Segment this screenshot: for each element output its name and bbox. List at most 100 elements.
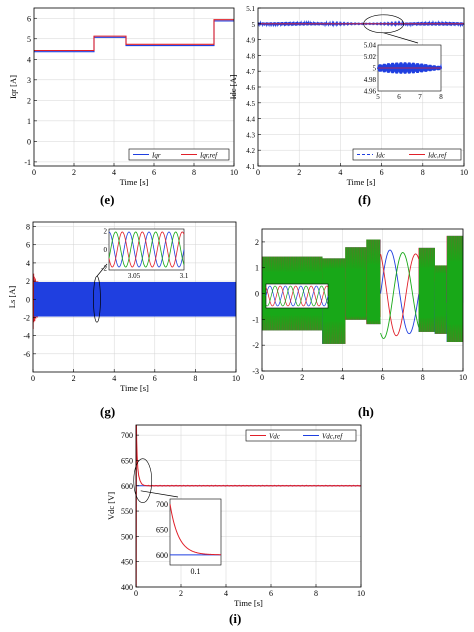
- inset-y-tick-label: 600: [156, 551, 168, 560]
- x-tick-label: 4: [112, 168, 116, 177]
- legend: Vdc Vdc,ref: [245, 429, 357, 442]
- legend-entry: Idc: [375, 152, 386, 160]
- y-tick-label: 650: [121, 456, 133, 465]
- inset-y-tick-label: 5: [373, 65, 377, 73]
- y-tick-label: -2: [252, 341, 259, 350]
- y-tick-label: 4.5: [246, 100, 255, 108]
- y-tick-label: 600: [121, 482, 133, 491]
- y-tick-label: 4.2: [246, 147, 255, 155]
- x-tick-label: 2: [300, 373, 304, 382]
- y-tick-label: 1: [27, 117, 31, 126]
- y-tick-label: 4: [26, 259, 30, 268]
- panel-label-i: (i): [229, 611, 242, 626]
- x-tick-label: 2: [179, 589, 183, 598]
- x-tick-label: 6: [380, 168, 384, 177]
- inset-x-tick-label: 8: [439, 93, 443, 101]
- inset: [265, 283, 329, 309]
- y-axis-label: Idc [A]: [228, 74, 238, 99]
- y-tick-label: 4.1: [246, 163, 255, 171]
- x-tick-label: 2: [297, 168, 301, 177]
- inset-x-tick-label: 5: [376, 93, 380, 101]
- y-tick-label: 2: [27, 96, 31, 105]
- y-tick-label: 1: [255, 264, 259, 273]
- x-tick-label: 2: [72, 168, 76, 177]
- y-tick-label: 550: [121, 507, 133, 516]
- axes-frame: [32, 221, 237, 373]
- inset-x-tick-label: 3.1: [180, 272, 189, 280]
- phase-line: [380, 249, 420, 335]
- inset-line: [169, 503, 222, 556]
- y-tick-label: -6: [23, 350, 30, 359]
- axes-h: 0 2 4 6 8 10 -3 -2 -1 0 1 2: [252, 228, 467, 382]
- panel-label-e: (e): [100, 192, 115, 207]
- inset-y-tick-label: 4.98: [364, 76, 377, 84]
- zoom-arrow: [96, 263, 108, 277]
- legend: Idc Idc,ref: [352, 148, 462, 161]
- inset-frame: [169, 498, 222, 566]
- phase-line: [446, 235, 464, 343]
- y-tick-label: 6: [27, 14, 31, 23]
- x-tick-label: 8: [192, 168, 196, 177]
- current-envelope: [34, 282, 236, 317]
- x-tick-label: 4: [224, 589, 228, 598]
- legend-entry: Vdc: [269, 433, 281, 441]
- x-tick-label: 6: [269, 589, 273, 598]
- x-tick-label: 10: [230, 168, 238, 177]
- x-axis-label: Time [s]: [234, 598, 263, 608]
- phase-line: [366, 239, 381, 325]
- x-tick-label: 2: [72, 374, 76, 383]
- y-tick-label: 4.7: [246, 68, 255, 76]
- y-tick-label: 400: [121, 583, 133, 592]
- axes-frame: [261, 228, 464, 372]
- y-tick-label: 2: [255, 238, 259, 247]
- y-tick-label: 4.8: [246, 52, 255, 60]
- x-tick-label: 0: [134, 589, 138, 598]
- legend-entry: Iqr,ref: [199, 152, 218, 160]
- phase-line: [322, 258, 346, 344]
- y-tick-label: 5: [252, 21, 256, 29]
- phase-line: [345, 247, 367, 320]
- inset-y-tick-label: 5.04: [364, 42, 377, 50]
- x-tick-label: 6: [153, 374, 157, 383]
- axes-frame: [135, 424, 362, 588]
- panel-label-f: (f): [358, 192, 371, 207]
- axes-f: 5 6 7 8 4.96 4.98 5 5.02 5.04 Idc Idc,ref 0 2 4 6 8 10 4.…: [228, 5, 468, 187]
- x-tick-label: 0: [256, 168, 260, 177]
- y-tick-label: 4: [27, 55, 31, 64]
- series-line: [147, 484, 362, 487]
- y-tick-label: 5: [27, 35, 31, 44]
- inset-phase-line: [108, 231, 185, 268]
- x-tick-label: 8: [421, 373, 425, 382]
- y-axis-label: Iqr [A]: [8, 75, 18, 99]
- x-tick-label: 6: [152, 168, 156, 177]
- inset: 0.1 600 650 700: [156, 498, 222, 576]
- y-tick-label: -1: [24, 158, 31, 167]
- y-tick-label: -4: [23, 332, 30, 341]
- x-tick-label: 0: [31, 374, 35, 383]
- panel-label-h: (h): [358, 404, 374, 419]
- y-tick-label: 0: [26, 295, 30, 304]
- y-tick-label: 500: [121, 532, 133, 541]
- legend: Iqr Iqr,ref: [128, 148, 230, 161]
- y-tick-label: 700: [121, 431, 133, 440]
- y-axis-label: Vdc [V]: [106, 492, 116, 520]
- inset-x-tick-label: 3.05: [128, 272, 141, 280]
- y-tick-label: 6: [26, 241, 30, 250]
- inset-phase-line: [108, 231, 185, 268]
- inset-x-tick-label: 7: [418, 93, 422, 101]
- y-tick-label: -3: [252, 367, 259, 376]
- y-tick-label: 5.1: [246, 5, 255, 13]
- axes-i: 0.1 600 650 700 Vdc Vdc,ref 0 2 4 6 8 10 400 450 500 55…: [106, 424, 365, 608]
- x-tick-label: 8: [193, 374, 197, 383]
- phase-line: [434, 265, 448, 334]
- zoom-arrow: [140, 490, 179, 498]
- inset: 5 6 7 8 4.96 4.98 5 5.02 5.04: [364, 42, 444, 102]
- x-tick-label: 4: [340, 373, 344, 382]
- inset-y-tick-label: 2: [104, 228, 108, 236]
- plot-area: [34, 8, 234, 166]
- y-tick-label: -2: [23, 313, 30, 322]
- y-tick-label: 0: [255, 290, 259, 299]
- inset-phase-line: [265, 285, 329, 307]
- x-tick-label: 4: [338, 168, 342, 177]
